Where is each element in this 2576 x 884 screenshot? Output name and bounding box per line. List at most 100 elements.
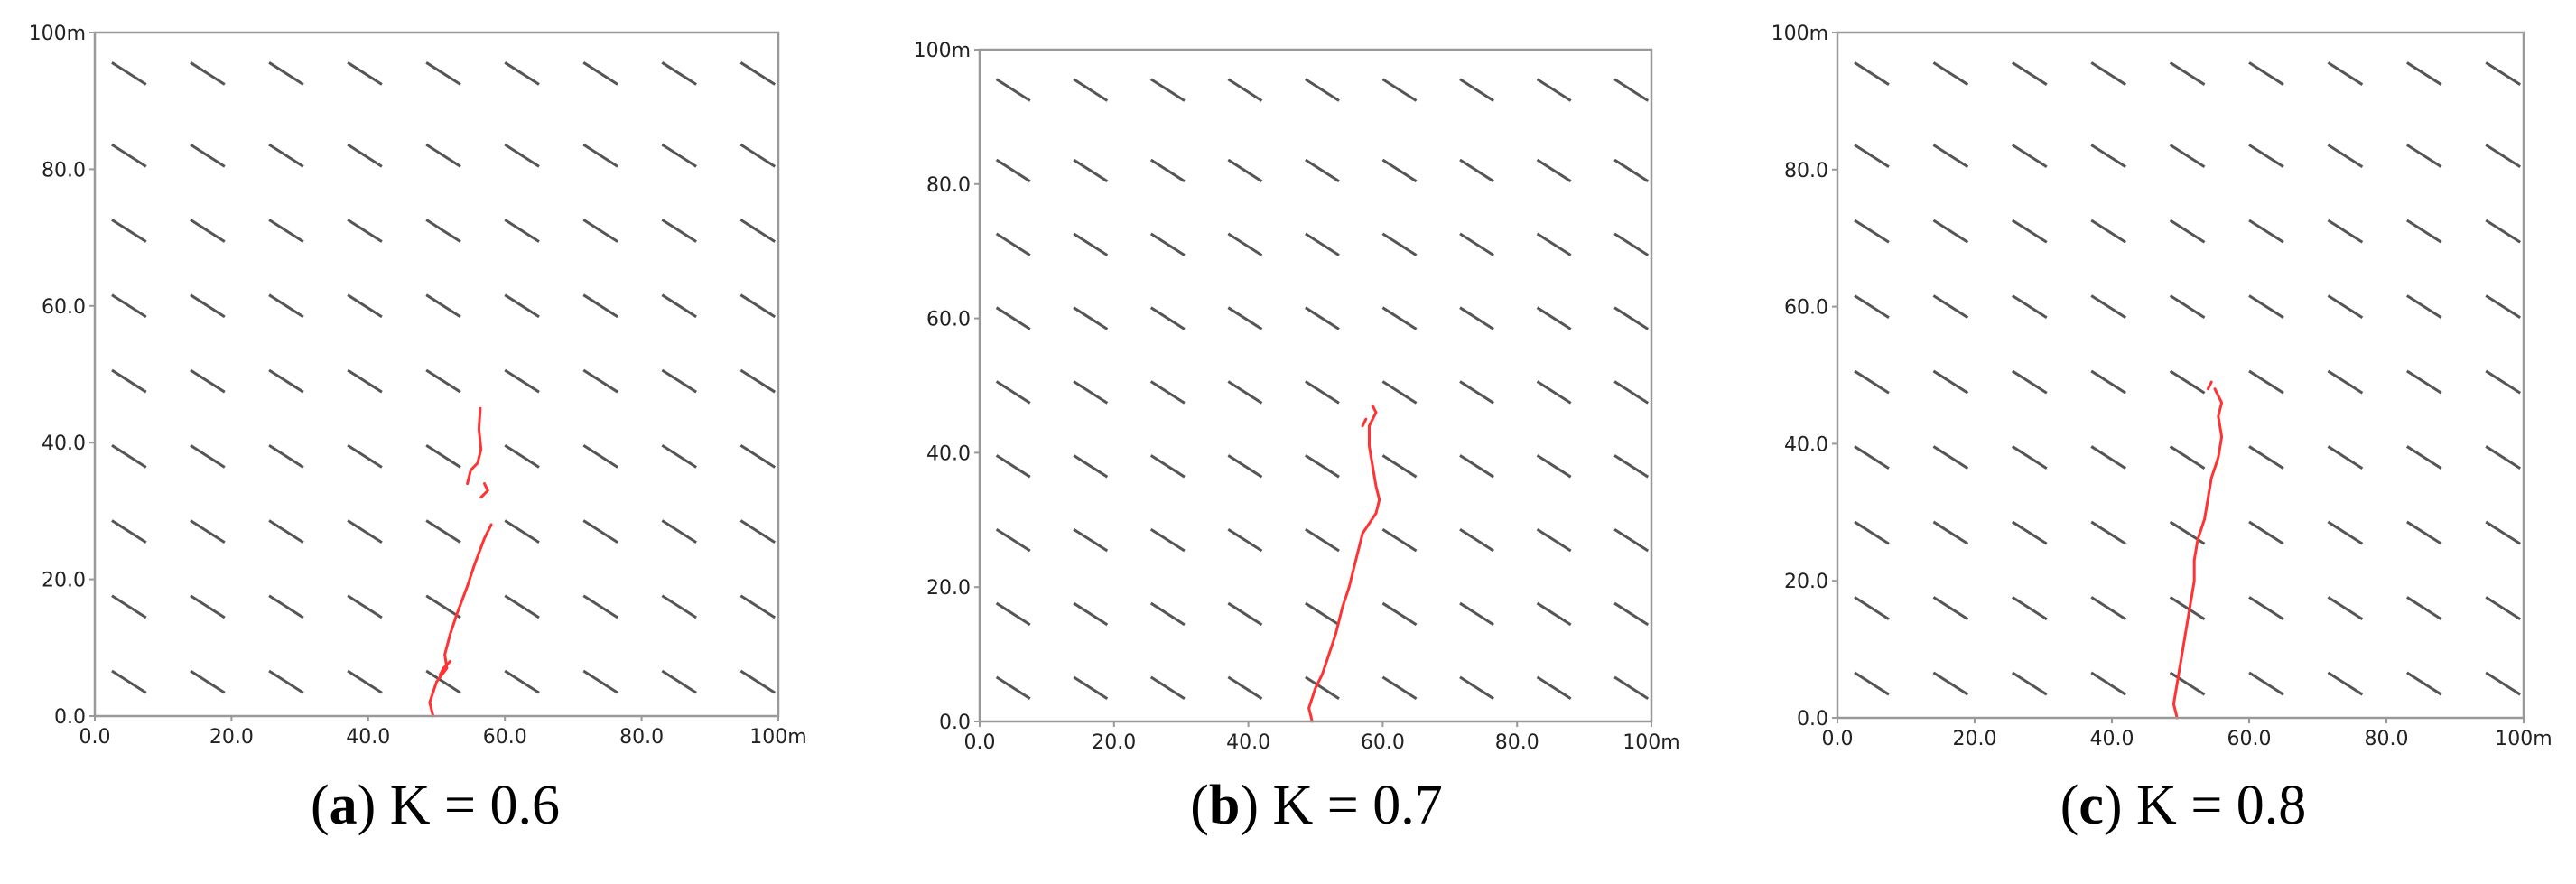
y-tick-label: 20.0 [42, 570, 86, 592]
background-fracture-7-3 [1227, 158, 1263, 183]
x-tick-label: 40.0 [346, 726, 390, 749]
background-fracture-8-6 [582, 61, 618, 86]
y-tick-label: 40.0 [42, 433, 86, 455]
panel-b: 0.0 20.0 40.0 60.0 80.0 100m 0.0 20.0 40.0 60.0 80… [914, 40, 1680, 836]
background-fracture-3-0 [111, 443, 147, 469]
background-fracture-6-6 [2327, 219, 2364, 244]
background-fracture-4-8 [739, 368, 777, 394]
background-fracture-5-6 [582, 293, 618, 319]
background-fracture-1-6 [1459, 601, 1494, 627]
background-fracture-1-4 [1305, 601, 1340, 627]
background-fracture-2-3 [2090, 520, 2127, 545]
background-fracture-6-4 [2169, 219, 2206, 244]
caption-close-paren: ) [2104, 775, 2136, 836]
background-fracture-7-7 [661, 143, 697, 168]
background-fracture-3-2 [268, 443, 304, 469]
background-fracture-2-7 [1536, 527, 1572, 553]
x-tick-label: 0.0 [79, 726, 111, 749]
background-fracture-3-4 [1305, 454, 1340, 479]
background-fracture-7-1 [1073, 158, 1109, 183]
background-fracture-8-0 [995, 78, 1031, 102]
background-fracture-0-6 [1459, 675, 1494, 700]
background-fracture-7-2 [1149, 158, 1186, 183]
background-fracture-4-1 [190, 368, 226, 394]
background-fracture-3-6 [582, 443, 618, 469]
background-fracture-1-2 [268, 594, 304, 619]
y-tick-label: 40.0 [926, 442, 971, 465]
background-fracture-6-5 [504, 219, 540, 243]
caption-text: K = 0.8 [2136, 775, 2306, 836]
background-fracture-8-5 [2248, 61, 2284, 86]
caption-open-paren: ( [1190, 775, 1209, 836]
background-fracture-6-2 [268, 219, 304, 243]
background-fracture-6-1 [1073, 232, 1109, 256]
background-fractures [111, 61, 777, 694]
background-fracture-0-5 [2248, 671, 2284, 696]
background-fracture-8-5 [504, 61, 540, 86]
y-tick-label: 60.0 [1784, 297, 1828, 320]
background-fracture-0-5 [1381, 675, 1418, 700]
background-fracture-3-8 [1613, 454, 1650, 479]
background-fracture-5-8 [739, 293, 777, 319]
background-fracture-3-2 [2011, 445, 2048, 470]
background-fracture-0-1 [1073, 675, 1109, 700]
background-fracture-8-3 [2090, 61, 2127, 86]
background-fracture-8-6 [2327, 61, 2364, 86]
background-fracture-2-7 [2405, 520, 2442, 545]
background-fracture-3-1 [190, 443, 226, 469]
caption-text: K = 0.7 [1273, 775, 1443, 836]
background-fracture-1-6 [582, 594, 618, 619]
caption-close-paren: ) [1240, 775, 1272, 836]
background-fracture-0-7 [2405, 671, 2442, 696]
background-fracture-0-8 [1613, 675, 1650, 700]
background-fracture-4-5 [1381, 380, 1418, 405]
background-fracture-8-1 [190, 61, 226, 86]
panel-caption: (c) K = 0.8 [2060, 775, 2307, 836]
background-fracture-2-3 [1227, 527, 1263, 553]
plot-frame [978, 48, 1653, 723]
background-fracture-8-7 [661, 61, 697, 86]
background-fracture-6-6 [1459, 232, 1494, 256]
background-fracture-7-4 [2169, 144, 2206, 169]
background-fracture-1-8 [739, 594, 777, 619]
background-fracture-5-3 [2090, 294, 2127, 320]
panel-c: 0.0 20.0 40.0 60.0 80.0 100m 0.0 20.0 40.0 60.0 80… [1772, 23, 2553, 836]
caption-open-paren: ( [2060, 775, 2079, 836]
background-fracture-2-6 [2327, 520, 2364, 545]
background-fracture-2-8 [739, 519, 777, 544]
background-fracture-7-7 [2405, 144, 2442, 169]
background-fracture-2-2 [268, 519, 304, 544]
x-tick-label: 20.0 [1092, 731, 1136, 754]
background-fracture-6-6 [582, 219, 618, 243]
background-fracture-3-7 [2405, 445, 2442, 470]
background-fracture-5-6 [1459, 306, 1494, 330]
x-tick-label: 20.0 [209, 726, 254, 749]
background-fracture-3-0 [995, 454, 1031, 479]
background-fracture-2-0 [1854, 520, 1890, 545]
background-fracture-3-8 [2485, 445, 2522, 470]
panel-caption: (b) K = 0.7 [1190, 775, 1443, 836]
background-fracture-2-5 [1381, 527, 1418, 553]
background-fracture-5-2 [2011, 294, 2048, 320]
background-fracture-8-8 [2485, 61, 2522, 86]
background-fracture-8-1 [1932, 61, 1969, 86]
crack-path-1 [438, 659, 452, 677]
background-fracture-0-7 [661, 669, 697, 694]
background-fracture-2-1 [190, 519, 226, 544]
background-fracture-3-8 [739, 443, 777, 469]
background-fracture-1-6 [2327, 596, 2364, 620]
caption-letter: b [1209, 775, 1240, 836]
background-fracture-4-8 [1613, 380, 1650, 405]
background-fracture-5-5 [1381, 306, 1418, 330]
background-fracture-2-1 [1932, 520, 1969, 545]
crack-path-3 [479, 482, 489, 499]
background-fracture-8-0 [111, 61, 147, 86]
background-fracture-8-6 [1459, 78, 1494, 102]
background-fractures [995, 78, 1650, 700]
background-fractures [1854, 61, 2522, 696]
background-fracture-6-5 [1381, 232, 1418, 256]
background-fracture-8-4 [2169, 61, 2206, 86]
background-fracture-0-3 [347, 669, 383, 694]
background-fracture-5-2 [1149, 306, 1186, 330]
background-fracture-8-4 [425, 61, 461, 86]
